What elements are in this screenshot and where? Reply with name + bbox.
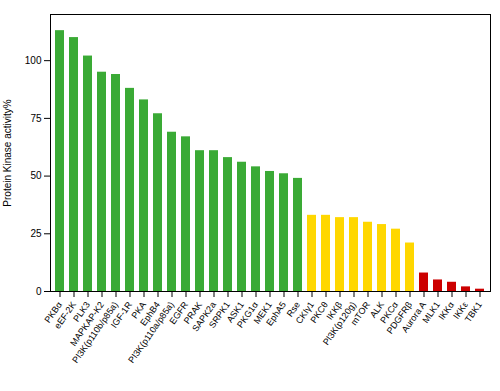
svg-text:mTOR: mTOR xyxy=(348,299,372,328)
svg-text:PKA: PKA xyxy=(129,299,148,321)
svg-text:PRAK: PRAK xyxy=(181,299,204,326)
svg-text:EGFR: EGFR xyxy=(167,299,190,327)
svg-text:SAPK2a: SAPK2a xyxy=(190,299,218,334)
svg-text:PLK3: PLK3 xyxy=(71,299,92,324)
svg-text:IKKε: IKKε xyxy=(451,299,470,321)
svg-text:PKG1α: PKG1α xyxy=(235,299,260,330)
svg-text:PI3K(p110a/p85a): PI3K(p110a/p85a) xyxy=(126,300,176,365)
svg-text:0: 0 xyxy=(36,286,42,297)
svg-text:EphB4: EphB4 xyxy=(138,299,162,328)
svg-text:IKKβ: IKKβ xyxy=(324,299,344,322)
svg-text:Aurora A: Aurora A xyxy=(399,299,428,335)
svg-text:75: 75 xyxy=(30,113,42,124)
svg-text:PKCθ: PKCθ xyxy=(308,299,330,325)
svg-text:ASK1: ASK1 xyxy=(224,299,246,325)
svg-text:MEK1: MEK1 xyxy=(251,299,274,326)
svg-text:EphA5: EphA5 xyxy=(264,299,288,328)
svg-text:ALK: ALK xyxy=(368,299,386,320)
svg-text:IGF-1R: IGF-1R xyxy=(108,299,134,330)
svg-text:MLK1: MLK1 xyxy=(420,299,442,325)
svg-text:MAPKAP-K2: MAPKAP-K2 xyxy=(68,299,106,348)
svg-text:CKIγ1: CKIγ1 xyxy=(293,299,316,326)
svg-text:100: 100 xyxy=(25,55,42,66)
svg-text:Rse: Rse xyxy=(284,299,302,319)
svg-text:50: 50 xyxy=(30,170,42,181)
svg-text:PDGFRβ: PDGFRβ xyxy=(384,299,414,336)
svg-text:PI3K(p120g): PI3K(p120g) xyxy=(320,299,358,347)
svg-text:PKCα: PKCα xyxy=(378,299,400,325)
svg-text:25: 25 xyxy=(30,228,42,239)
svg-text:eEF-2K: eEF-2K xyxy=(52,299,78,331)
svg-text:PKBα: PKBα xyxy=(42,299,64,325)
svg-text:PI3K(p110b/p85a): PI3K(p110b/p85a) xyxy=(70,300,120,365)
svg-text:IKKα: IKKα xyxy=(436,299,456,322)
svg-text:SRPK1: SRPK1 xyxy=(206,299,232,330)
svg-text:TBK1: TBK1 xyxy=(463,300,484,324)
svg-text:Protein Kinase activity%: Protein Kinase activity% xyxy=(2,99,13,206)
